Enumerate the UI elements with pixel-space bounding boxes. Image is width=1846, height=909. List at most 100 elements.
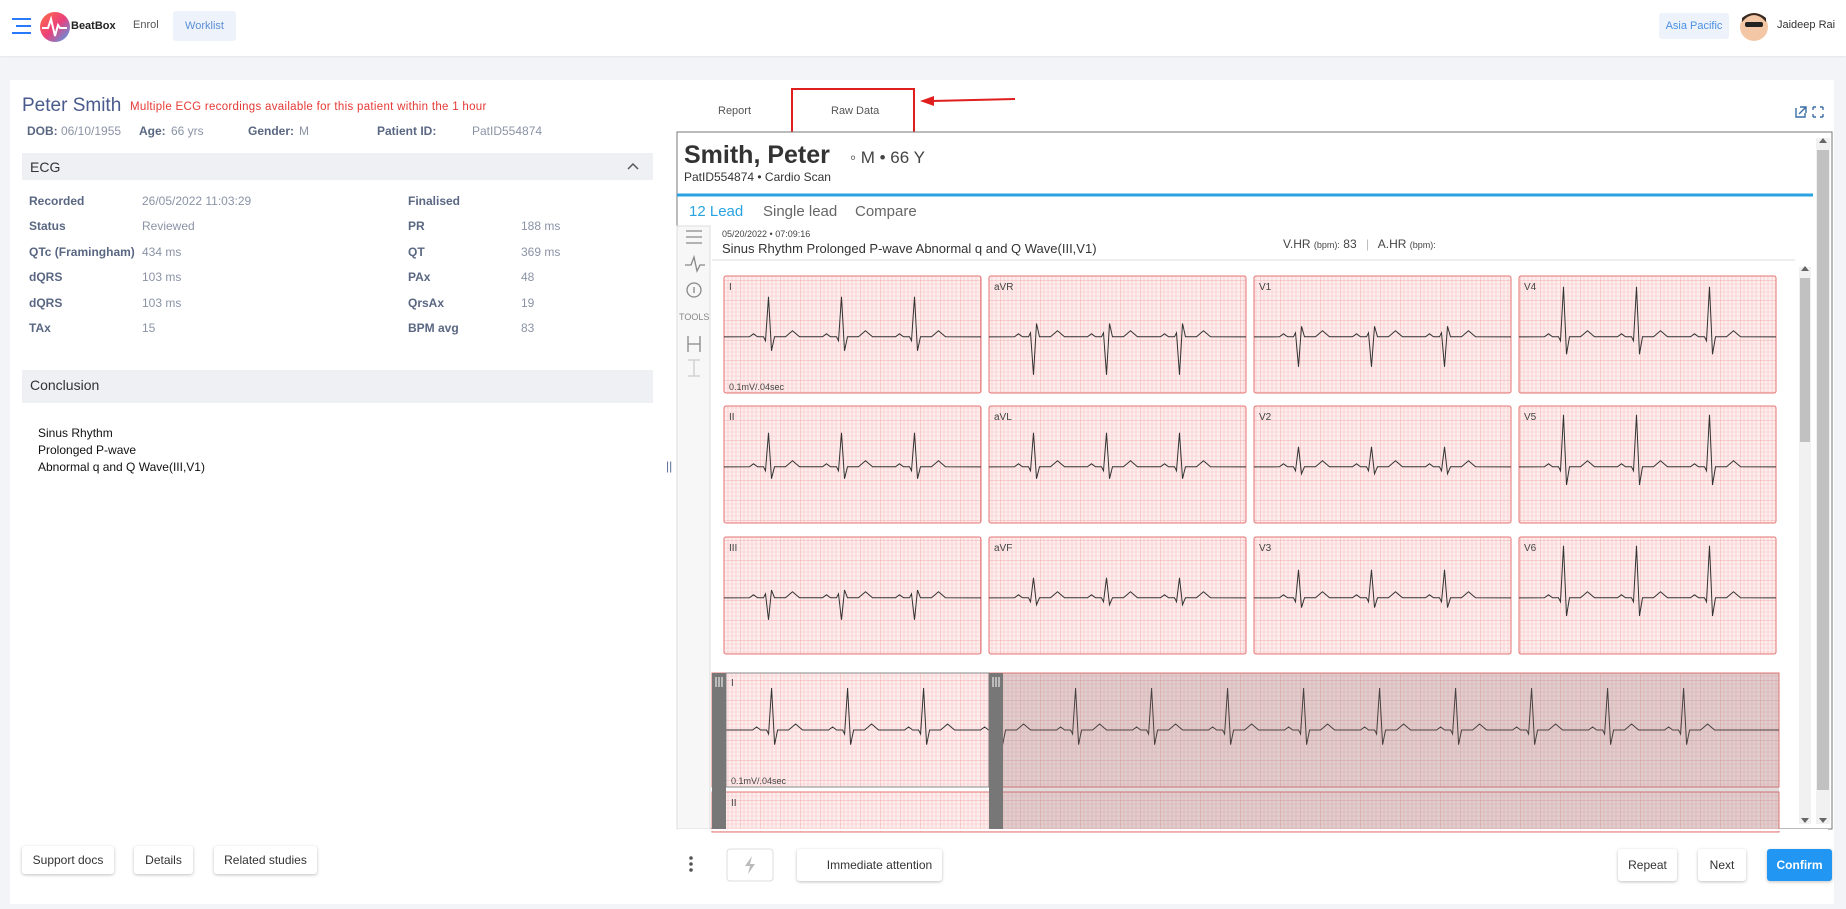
ecg-header	[22, 153, 653, 180]
lead-panel	[1518, 275, 1777, 394]
lead-label: II	[729, 412, 735, 423]
left-button[interactable]: Details	[134, 846, 193, 874]
row-value: 15	[142, 321, 156, 335]
selection-handle[interactable]	[712, 673, 726, 829]
lead-trace	[1518, 545, 1777, 617]
section-title: Conclusion	[30, 377, 100, 393]
field-value: PatID554874	[472, 124, 543, 138]
field-label: Gender:	[248, 124, 295, 138]
lead-panel	[1518, 536, 1777, 655]
record-datetime: 05/20/2022 • 07:09:16	[722, 229, 811, 239]
region[interactable]: Asia Pacific	[1659, 13, 1729, 39]
field-label: Age:	[139, 124, 166, 138]
outer-thumb[interactable]	[1817, 150, 1829, 790]
nav-link-active[interactable]: Worklist	[173, 11, 236, 41]
lead-trace	[1518, 286, 1777, 355]
field-value: 06/10/1955	[61, 124, 122, 138]
lead-label: V1	[1259, 282, 1272, 293]
tools-label: TOOLS	[679, 312, 710, 322]
row-label: dQRS	[29, 270, 63, 285]
viewer-tab-active[interactable]: 12 Lead	[689, 203, 744, 220]
lead-label: V3	[1259, 543, 1272, 554]
row-value: 369 ms	[521, 244, 561, 259]
label: A.HR	[1377, 237, 1407, 251]
left-button[interactable]: Support docs	[22, 846, 114, 874]
next-button[interactable]: Next	[1698, 849, 1746, 881]
lead-panel	[988, 275, 1247, 394]
lead-trace	[723, 432, 982, 479]
label: V.HR	[1283, 237, 1311, 251]
row-label: PR	[408, 219, 425, 234]
row-value: 48	[521, 270, 535, 285]
row-value: 19	[521, 295, 535, 310]
lead-label: V2	[1259, 412, 1272, 423]
left-button[interactable]: Related studies	[214, 846, 317, 874]
brand: BeatBox	[71, 20, 116, 32]
inner-thumb[interactable]	[1800, 278, 1810, 442]
row-label: PAx	[408, 270, 431, 285]
rhythm-label: I	[731, 678, 734, 689]
lead-trace	[988, 323, 1247, 375]
handle-grip	[715, 677, 723, 687]
logo-mark	[42, 15, 67, 37]
lead-trace	[723, 296, 982, 351]
lead-panel	[1253, 405, 1512, 524]
tab-active[interactable]: Raw Data	[831, 105, 880, 117]
avatar-glasses	[1745, 22, 1763, 27]
lead-trace	[1253, 326, 1512, 367]
separator: |	[1365, 237, 1370, 251]
selection-handle[interactable]	[989, 673, 1003, 829]
value: 83	[1343, 237, 1357, 251]
lead-panel	[723, 275, 982, 394]
viewer-tab[interactable]: Compare	[855, 203, 917, 220]
window-icons[interactable]	[1795, 106, 1824, 118]
row-label: Recorded	[29, 194, 85, 208]
user-name[interactable]: Jaideep Rai	[1777, 19, 1836, 31]
row-label: Finalised	[408, 194, 461, 208]
lead-panel	[1253, 536, 1512, 655]
tab[interactable]: Report	[718, 105, 752, 117]
section-title: ECG	[30, 159, 61, 175]
more-icon[interactable]	[689, 856, 693, 872]
scale-label: 0.1mV/.04sec	[729, 382, 785, 392]
collapse-icon[interactable]	[627, 162, 639, 170]
row-label: dQRS	[29, 295, 63, 310]
unselected-shade	[1003, 673, 1779, 829]
row-label: QrsAx	[408, 295, 445, 310]
lead-panel	[1253, 275, 1512, 394]
lead-label: III	[729, 543, 737, 554]
row-value: 103 ms	[142, 270, 182, 285]
attention-button[interactable]: Immediate attention	[797, 849, 942, 881]
confirm-button[interactable]: Confirm	[1767, 849, 1832, 881]
row-label: QT	[408, 244, 425, 259]
repeat-button[interactable]: Repeat	[1618, 849, 1677, 881]
tool-icons[interactable]	[685, 230, 705, 377]
bottom-mask	[678, 829, 1828, 831]
rhythm-trace	[726, 687, 1779, 745]
splitter[interactable]: ||	[666, 459, 672, 473]
menu-icon[interactable]	[12, 18, 31, 34]
rhythm-panel	[711, 791, 1780, 833]
row-label: QTc (Framingham)	[29, 244, 135, 259]
lead-panel	[1518, 405, 1777, 524]
row-value: Reviewed	[142, 219, 195, 234]
lead-trace	[988, 432, 1247, 479]
arrow-head	[920, 96, 934, 106]
viewer-tab[interactable]: Single lead	[763, 203, 838, 220]
row-label: TAx	[29, 321, 51, 335]
row-label: BPM avg	[408, 321, 459, 335]
nav-link[interactable]: Enrol	[133, 19, 159, 31]
toolbar	[676, 225, 711, 830]
lead-trace	[988, 577, 1247, 607]
row-value: 188 ms	[521, 219, 561, 234]
conclusion-line: Sinus Rhythm	[38, 426, 113, 440]
avatar-hair	[1742, 13, 1766, 22]
field-value: M	[299, 124, 309, 138]
lead-label: V6	[1524, 543, 1537, 554]
lead-label: aVL	[994, 412, 1012, 423]
row-value: 83	[521, 321, 535, 335]
lead-trace	[1518, 414, 1777, 486]
lead-label: V4	[1524, 282, 1537, 293]
heart-rate: V.HR (bpm): 83 | A.HR (bpm):	[1283, 237, 1436, 251]
viewer-sub: PatID554874 • Cardio Scan	[684, 170, 831, 184]
